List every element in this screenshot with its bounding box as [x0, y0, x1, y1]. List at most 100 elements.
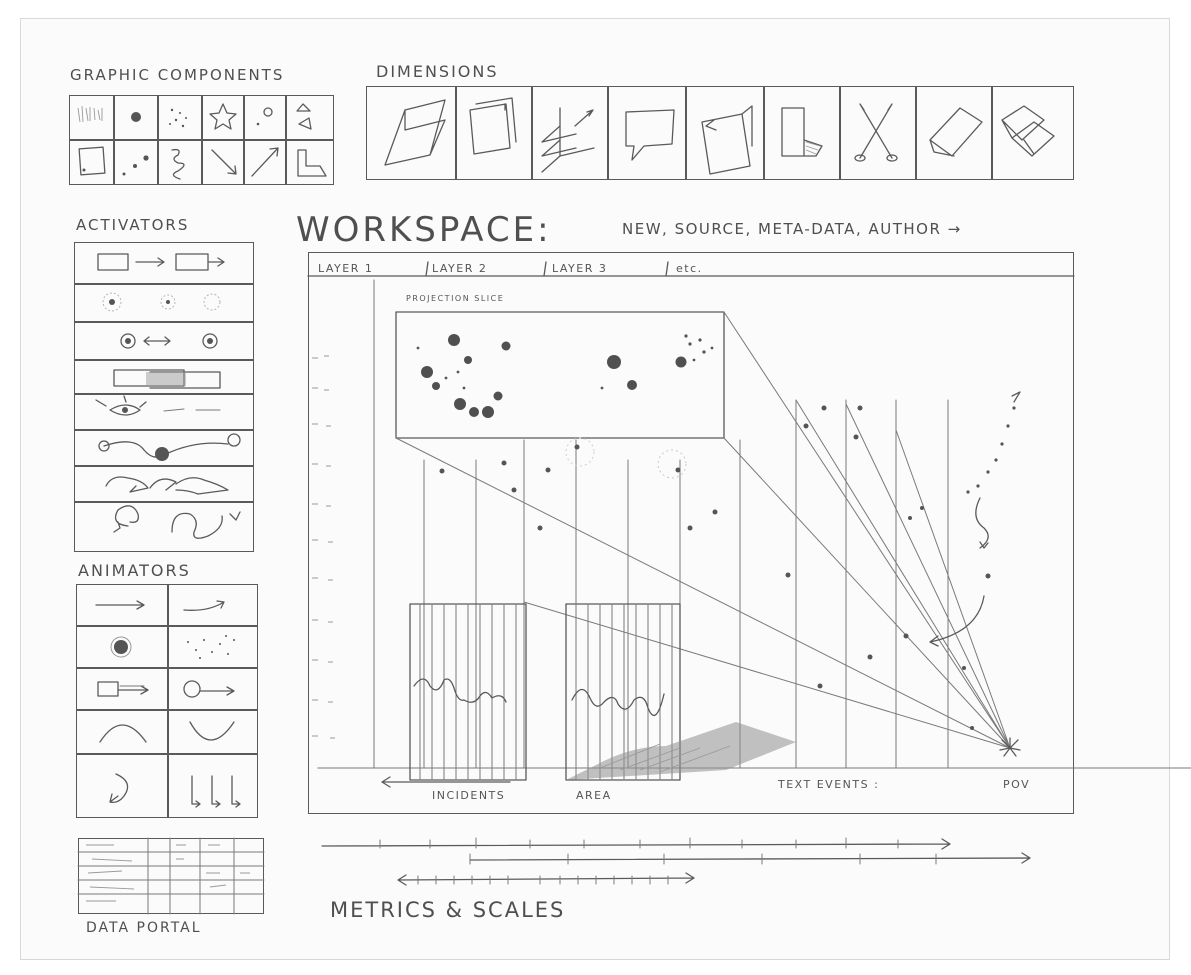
component-star[interactable]: [202, 95, 244, 140]
component-scatter[interactable]: [158, 95, 202, 140]
component-square[interactable]: [69, 140, 114, 185]
move-circle-icon: [183, 680, 235, 698]
component-corner[interactable]: [286, 140, 334, 185]
component-small-circle[interactable]: [244, 95, 286, 140]
activator-transition[interactable]: [74, 242, 254, 284]
dimensions-title: DIMENSIONS: [376, 62, 499, 81]
animator-grow[interactable]: [76, 626, 168, 668]
activator-drag-path[interactable]: [74, 430, 254, 466]
dimension-stacked-planes[interactable]: [456, 86, 532, 180]
dimension-axes-3d[interactable]: [532, 86, 608, 180]
animator-linear[interactable]: [76, 584, 168, 626]
projection-slice-frame: [395, 311, 725, 439]
area-chart: [565, 603, 796, 781]
component-triangles[interactable]: [286, 95, 334, 140]
morph-icon: [105, 476, 229, 495]
activator-icons: [95, 253, 241, 539]
metrics-scales: [321, 837, 1031, 886]
component-dots-trail[interactable]: [114, 140, 158, 185]
cross-lines-icon: [854, 103, 898, 162]
activator-toggle-circle[interactable]: [74, 322, 254, 360]
speech-box-icon: [625, 109, 675, 161]
activator-spin[interactable]: [74, 502, 254, 552]
rotate-icon: [109, 773, 129, 804]
dimension-speech-box[interactable]: [608, 86, 686, 180]
dimension-cross-lines[interactable]: [840, 86, 916, 180]
area-label: AREA: [576, 789, 612, 802]
workspace-frame[interactable]: [308, 252, 1074, 814]
animator-bowl[interactable]: [168, 710, 258, 754]
axes-3d-icon: [541, 107, 595, 173]
workspace-title: WORKSPACE:: [296, 210, 552, 250]
projection-slice: [395, 311, 725, 439]
activator-morph[interactable]: [74, 466, 254, 502]
arrow-down-icon: [211, 149, 237, 175]
component-arrow-up[interactable]: [244, 140, 286, 185]
tab-layer-3[interactable]: LAYER 3: [552, 262, 608, 275]
toggle-circle-icon: [120, 333, 218, 349]
tab-etc[interactable]: etc.: [676, 262, 703, 275]
animator-scatter[interactable]: [168, 626, 258, 668]
animator-curve-up[interactable]: [168, 584, 258, 626]
graphic-components-title: GRAPHIC COMPONENTS: [70, 66, 285, 84]
fold-icon: [701, 105, 753, 175]
animator-icons: [95, 600, 241, 808]
incidents-label: INCIDENTS: [432, 789, 506, 802]
curve-up-arrow-icon: [183, 600, 225, 611]
pov-marker: [999, 737, 1021, 757]
diamond-icon: [929, 107, 983, 157]
scatter-icon: [169, 108, 187, 128]
data-portal-table[interactable]: [78, 838, 264, 914]
texture-icon: [77, 105, 103, 123]
animator-drop[interactable]: [168, 754, 258, 818]
component-spiral[interactable]: [158, 140, 202, 185]
text-events-label: TEXT EVENTS :: [778, 778, 880, 791]
grow-icon: [110, 636, 132, 658]
tab-layer-1[interactable]: LAYER 1: [318, 262, 374, 275]
box-3d-icon: [384, 99, 446, 166]
small-circle-icon: [256, 107, 273, 126]
workspace-subtitle: NEW, SOURCE, META-DATA, AUTHOR →: [622, 220, 962, 238]
tab-layer-2[interactable]: LAYER 2: [432, 262, 488, 275]
graphic-component-icons: [77, 103, 327, 180]
drag-path-icon: [98, 433, 241, 461]
eye-icon: [95, 395, 221, 416]
triangles-icon: [296, 103, 312, 130]
arc-icon: [99, 724, 147, 743]
activator-glow[interactable]: [74, 284, 254, 322]
workspace-inner: [307, 261, 1191, 769]
dimension-twist[interactable]: [992, 86, 1074, 180]
scatter-anim-icon: [187, 635, 235, 659]
filled-dot-icon: [131, 112, 141, 122]
dimension-box-3d[interactable]: [366, 86, 456, 180]
projection-slice-label: PROJECTION SLICE: [406, 294, 505, 303]
component-texture[interactable]: [69, 95, 114, 140]
component-arrow-down[interactable]: [202, 140, 244, 185]
star-icon: [209, 103, 237, 130]
animator-move-circle[interactable]: [168, 668, 258, 710]
animators-title: ANIMATORS: [78, 561, 191, 580]
corner-icon: [297, 149, 327, 177]
activator-slide[interactable]: [74, 360, 254, 394]
dimension-fold[interactable]: [686, 86, 764, 180]
drop-arrows-icon: [191, 775, 241, 808]
bowl-icon: [189, 721, 235, 741]
panel-extrude-icon: [781, 107, 823, 157]
animator-move-box[interactable]: [76, 668, 168, 710]
motion-trail: [929, 391, 1021, 647]
activators-title: ACTIVATORS: [76, 216, 190, 234]
scatter-points: [439, 405, 991, 730]
dimension-diamond[interactable]: [916, 86, 992, 180]
animator-rotate[interactable]: [76, 754, 168, 818]
projection-lines: [395, 311, 1011, 749]
animator-arc[interactable]: [76, 710, 168, 754]
activator-eye[interactable]: [74, 394, 254, 430]
component-dot[interactable]: [114, 95, 158, 140]
dots-trail-icon: [122, 155, 149, 176]
transition-icon: [97, 253, 225, 271]
data-portal-title: DATA PORTAL: [86, 920, 202, 936]
dimension-panel-extrude[interactable]: [764, 86, 840, 180]
linear-arrow-icon: [95, 600, 145, 610]
slide-icon: [113, 369, 221, 389]
